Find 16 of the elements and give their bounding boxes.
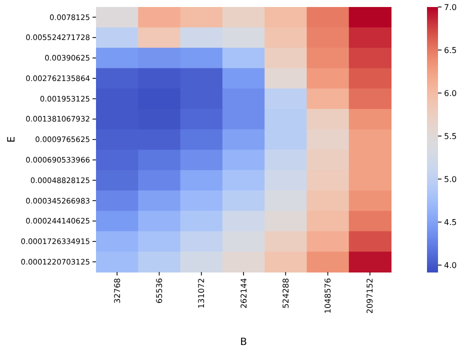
color-bar-label: 4.0 [444,260,457,270]
x-axis-title: B [240,337,248,348]
color-bar-label: 5.5 [444,132,457,141]
color-bar-label: 7.0 [444,2,457,12]
x-tick-label: 131072 [197,278,206,309]
x-tick-label: 32768 [112,278,122,304]
y-axis-title: E [6,136,18,143]
color-bar-label: 6.0 [444,88,457,98]
x-tick-label: 524288 [281,278,290,309]
x-tick-label: 2097152 [366,278,375,314]
x-tick-label: 262144 [239,278,248,309]
color-bar-label: 6.5 [444,46,457,55]
x-tick-label: 65536 [155,278,164,304]
x-tick-label: 1048576 [324,278,333,314]
color-bar-label: 4.5 [444,218,457,227]
color-bar-label: 5.0 [444,174,457,184]
